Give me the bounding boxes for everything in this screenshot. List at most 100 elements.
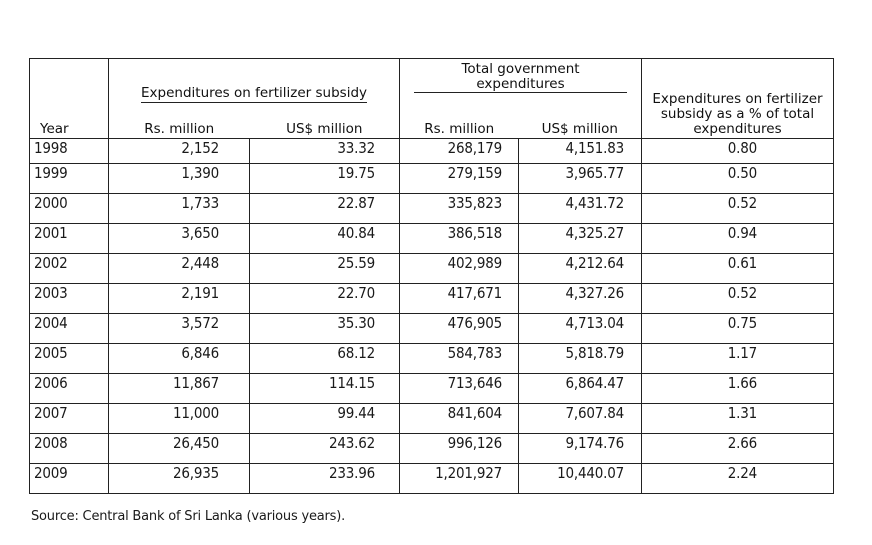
fert-rs-cell: 11,867: [108, 373, 250, 404]
pct-cell: 1.31: [641, 403, 834, 434]
total-rs-cell: 996,126: [399, 433, 519, 464]
fert-rs-cell: 2,191: [108, 283, 250, 314]
total-rs-cell: 417,671: [399, 283, 519, 314]
year-cell: 2002: [29, 253, 109, 284]
fert-rs-cell: 3,650: [108, 223, 250, 254]
fert-rs-header-cell: Rs. million: [108, 105, 250, 139]
fert-us-cell: 25.59: [249, 253, 400, 284]
total-rs-cell: 713,646: [399, 373, 519, 404]
total-us-cell: 10,440.07: [518, 463, 642, 494]
total-us-cell: 7,607.84: [518, 403, 642, 434]
fert-us-header: US$ million: [286, 121, 363, 137]
total-us-cell: 3,965.77: [518, 163, 642, 194]
pct-cell: 2.24: [641, 463, 834, 494]
total-us-cell: 4,713.04: [518, 313, 642, 344]
fertilizer-subsidy-table: Year Expenditures on fertilizer subsidy …: [29, 58, 834, 494]
fert-rs-cell: 26,450: [108, 433, 250, 464]
year-header-cell: Year: [29, 58, 109, 139]
fert-rs-cell: 3,572: [108, 313, 250, 344]
year-cell: 2009: [29, 463, 109, 494]
total-us-header: US$ million: [541, 121, 618, 137]
fert-us-cell: 233.96: [249, 463, 400, 494]
fert-rs-cell: 1,390: [108, 163, 250, 194]
total-rs-cell: 1,201,927: [399, 463, 519, 494]
pct-cell: 0.80: [641, 138, 834, 164]
pct-cell: 0.75: [641, 313, 834, 344]
total-group-rule: [414, 92, 627, 93]
year-cell: 2004: [29, 313, 109, 344]
pct-cell: 2.66: [641, 433, 834, 464]
table-row: 2007 11,000 99.44 841,604 7,607.84 1.31: [29, 403, 834, 434]
fert-us-cell: 19.75: [249, 163, 400, 194]
fertilizer-group-header-cell: Expenditures on fertilizer subsidy: [108, 58, 400, 105]
year-header: Year: [40, 121, 69, 137]
table-row: 2002 2,448 25.59 402,989 4,212.64 0.61: [29, 253, 834, 284]
fert-us-cell: 99.44: [249, 403, 400, 434]
fert-us-cell: 243.62: [249, 433, 400, 464]
pct-cell: 0.52: [641, 193, 834, 224]
year-cell: 2007: [29, 403, 109, 434]
year-cell: 2005: [29, 343, 109, 374]
fert-rs-cell: 26,935: [108, 463, 250, 494]
fertilizer-group-header: Expenditures on fertilizer subsidy: [141, 85, 367, 103]
fert-rs-cell: 2,448: [108, 253, 250, 284]
fert-us-cell: 68.12: [249, 343, 400, 374]
pct-header: Expenditures on fertilizer subsidy as a …: [652, 91, 823, 137]
table-row: 1999 1,390 19.75 279,159 3,965.77 0.50: [29, 163, 834, 194]
total-us-cell: 4,431.72: [518, 193, 642, 224]
pct-header-cell: Expenditures on fertilizer subsidy as a …: [641, 58, 834, 139]
table-row: 2003 2,191 22.70 417,671 4,327.26 0.52: [29, 283, 834, 314]
table-body: 1998 2,152 33.32 268,179 4,151.83 0.80 1999 1,3…: [29, 138, 834, 494]
year-cell: 2006: [29, 373, 109, 404]
fert-rs-cell: 11,000: [108, 403, 250, 434]
total-group-header: Total government expenditures: [461, 61, 580, 92]
total-rs-cell: 268,179: [399, 138, 519, 164]
table-row: 2008 26,450 243.62 996,126 9,174.76 2.66: [29, 433, 834, 464]
total-rs-cell: 279,159: [399, 163, 519, 194]
total-us-cell: 4,325.27: [518, 223, 642, 254]
fert-us-cell: 40.84: [249, 223, 400, 254]
source-note: Source: Central Bank of Sri Lanka (vario…: [31, 509, 346, 524]
pct-cell: 0.61: [641, 253, 834, 284]
fert-us-cell: 35.30: [249, 313, 400, 344]
total-us-header-cell: US$ million: [518, 105, 642, 139]
total-rs-cell: 476,905: [399, 313, 519, 344]
pct-cell: 0.50: [641, 163, 834, 194]
total-group-header-cell: Total government expenditures: [399, 58, 642, 105]
year-cell: 1998: [29, 138, 109, 164]
table-row: 2004 3,572 35.30 476,905 4,713.04 0.75: [29, 313, 834, 344]
pct-cell: 0.52: [641, 283, 834, 314]
total-us-cell: 6,864.47: [518, 373, 642, 404]
pct-cell: 0.94: [641, 223, 834, 254]
total-us-cell: 4,212.64: [518, 253, 642, 284]
fert-rs-header: Rs. million: [144, 121, 215, 137]
fert-us-header-cell: US$ million: [249, 105, 400, 139]
total-rs-cell: 386,518: [399, 223, 519, 254]
fert-us-cell: 22.87: [249, 193, 400, 224]
total-us-cell: 9,174.76: [518, 433, 642, 464]
year-cell: 2001: [29, 223, 109, 254]
fert-us-cell: 33.32: [249, 138, 400, 164]
pct-cell: 1.66: [641, 373, 834, 404]
year-cell: 1999: [29, 163, 109, 194]
year-cell: 2008: [29, 433, 109, 464]
table-row: 2009 26,935 233.96 1,201,927 10,440.07 2.24: [29, 463, 834, 494]
total-us-cell: 4,151.83: [518, 138, 642, 164]
table-row: 1998 2,152 33.32 268,179 4,151.83 0.80: [29, 138, 834, 164]
year-cell: 2000: [29, 193, 109, 224]
year-cell: 2003: [29, 283, 109, 314]
total-rs-cell: 335,823: [399, 193, 519, 224]
total-rs-cell: 584,783: [399, 343, 519, 374]
table-row: 2001 3,650 40.84 386,518 4,325.27 0.94: [29, 223, 834, 254]
table-row: 2006 11,867 114.15 713,646 6,864.47 1.66: [29, 373, 834, 404]
fert-rs-cell: 2,152: [108, 138, 250, 164]
fert-rs-cell: 1,733: [108, 193, 250, 224]
table-row: 2000 1,733 22.87 335,823 4,431.72 0.52: [29, 193, 834, 224]
total-rs-header: Rs. million: [424, 121, 495, 137]
total-rs-cell: 402,989: [399, 253, 519, 284]
fert-rs-cell: 6,846: [108, 343, 250, 374]
fert-us-cell: 114.15: [249, 373, 400, 404]
total-rs-header-cell: Rs. million: [399, 105, 519, 139]
total-rs-cell: 841,604: [399, 403, 519, 434]
table-row: 2005 6,846 68.12 584,783 5,818.79 1.17: [29, 343, 834, 374]
